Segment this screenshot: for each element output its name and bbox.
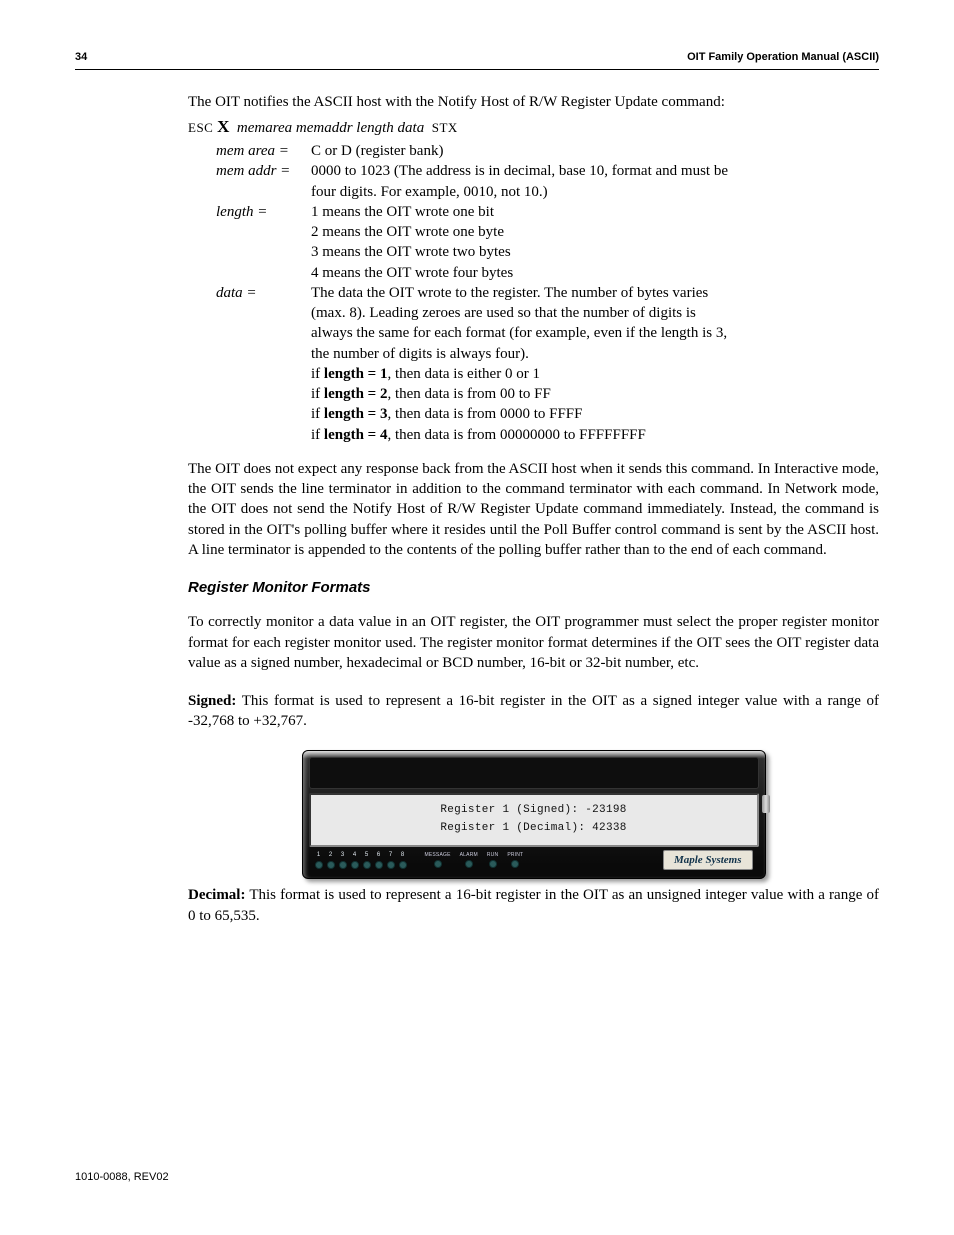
key-col: 8 [399, 851, 407, 868]
decimal-text: This format is used to represent a 16-bi… [188, 887, 879, 923]
key-col: 6 [375, 851, 383, 868]
status-label: PRINT [507, 852, 523, 859]
page-number: 34 [75, 50, 87, 65]
screen-line-2: Register 1 (Decimal): 42338 [319, 819, 749, 838]
led-icon [465, 860, 473, 868]
esc-token: ESC [188, 120, 213, 135]
def-line: (max. 8). Leading zeroes are used so tha… [311, 303, 879, 323]
def-line: always the same for each format (for exa… [311, 323, 879, 343]
def-length-line: if length = 1, then data is either 0 or … [311, 364, 879, 384]
page: 34 OIT Family Operation Manual (ASCII) T… [0, 0, 954, 1235]
def-line: The data the OIT wrote to the register. … [311, 283, 879, 303]
def-length-line: if length = 4, then data is from 0000000… [311, 425, 879, 445]
brand-badge: Maple Systems [663, 850, 753, 871]
def-length-line: if length = 2, then data is from 00 to F… [311, 384, 879, 404]
key-col: 4 [351, 851, 359, 868]
status-col: RUN [487, 852, 498, 868]
def-length-line: if length = 3, then data is from 0000 to… [311, 404, 879, 424]
def-memarea: mem area = C or D (register bank) [216, 141, 879, 161]
def-memaddr: mem addr = 0000 to 1023 (The address is … [216, 161, 879, 202]
signed-paragraph: Signed: This format is used to represent… [188, 691, 879, 732]
signed-label: Signed: [188, 693, 236, 709]
status-col: ALARM [460, 852, 478, 868]
led-icon [327, 861, 335, 869]
stx-token: STX [432, 120, 458, 135]
status-leds-group: MESSAGE ALARM RUN PRINT [425, 852, 524, 868]
def-line: 4 means the OIT wrote four bytes [311, 263, 879, 283]
key-col: 2 [327, 851, 335, 868]
section-heading: Register Monitor Formats [188, 578, 879, 598]
key-num: 6 [377, 851, 380, 859]
oit-device: Register 1 (Signed): -23198 Register 1 (… [302, 750, 766, 880]
key-num: 3 [341, 851, 344, 859]
cmd-args: memarea memaddr length data [237, 120, 424, 136]
def-line: 2 means the OIT wrote one byte [311, 222, 879, 242]
def-body: C or D (register bank) [311, 141, 879, 161]
intro-paragraph: The OIT notifies the ASCII host with the… [188, 92, 879, 112]
def-line: 1 means the OIT wrote one bit [311, 202, 879, 222]
def-label: length = [216, 202, 311, 222]
def-body: 0000 to 1023 (The address is in decimal,… [311, 161, 879, 202]
led-icon [363, 861, 371, 869]
command-syntax: ESC X memarea memaddr length data STX [188, 116, 879, 139]
decimal-paragraph: Decimal: This format is used to represen… [188, 885, 879, 926]
device-clip [762, 795, 770, 813]
defs-list: mem area = C or D (register bank) mem ad… [216, 141, 879, 445]
device-bottom-panel: 1 2 3 4 5 6 7 8 MESSAGE ALARM RUN PRINT … [309, 847, 759, 873]
manual-title: OIT Family Operation Manual (ASCII) [687, 50, 879, 65]
paragraph-3: To correctly monitor a data value in an … [188, 612, 879, 673]
key-num: 2 [329, 851, 332, 859]
def-body: 1 means the OIT wrote one bit 2 means th… [311, 202, 879, 283]
def-line: 0000 to 1023 (The address is in decimal,… [311, 161, 879, 181]
status-label: ALARM [460, 852, 478, 859]
len-rest: , then data is from 00 to FF [387, 386, 550, 402]
led-icon [351, 861, 359, 869]
key-col: 3 [339, 851, 347, 868]
led-icon [511, 860, 519, 868]
device-screen: Register 1 (Signed): -23198 Register 1 (… [309, 793, 759, 847]
len-rest: , then data is from 0000 to FFFF [387, 406, 582, 422]
def-line: C or D (register bank) [311, 141, 879, 161]
def-body: The data the OIT wrote to the register. … [311, 283, 879, 445]
def-line: 3 means the OIT wrote two bytes [311, 242, 879, 262]
key-num: 4 [353, 851, 356, 859]
key-num: 7 [389, 851, 392, 859]
key-num: 5 [365, 851, 368, 859]
decimal-label: Decimal: [188, 887, 245, 903]
status-label: MESSAGE [425, 852, 451, 859]
status-col: MESSAGE [425, 852, 451, 868]
signed-text: This format is used to represent a 16-bi… [188, 693, 879, 729]
page-footer: 1010-0088, REV02 [75, 1170, 169, 1185]
page-header: 34 OIT Family Operation Manual (ASCII) [75, 50, 879, 70]
led-icon [434, 860, 442, 868]
len-rest: , then data is from 00000000 to FFFFFFFF [387, 427, 645, 443]
def-label: mem area = [216, 141, 311, 161]
led-icon [399, 861, 407, 869]
len-rest: , then data is either 0 or 1 [387, 366, 539, 382]
led-icon [387, 861, 395, 869]
def-line: four digits. For example, 0010, not 10.) [311, 182, 879, 202]
content-area: The OIT notifies the ASCII host with the… [188, 92, 879, 926]
led-icon [339, 861, 347, 869]
led-icon [375, 861, 383, 869]
led-icon [489, 860, 497, 868]
key-col: 7 [387, 851, 395, 868]
def-length: length = 1 means the OIT wrote one bit 2… [216, 202, 879, 283]
key-col: 5 [363, 851, 371, 868]
def-data: data = The data the OIT wrote to the reg… [216, 283, 879, 445]
status-col: PRINT [507, 852, 523, 868]
key-num: 1 [317, 851, 320, 859]
numeric-keys-group: 1 2 3 4 5 6 7 8 [315, 851, 407, 868]
led-icon [315, 861, 323, 869]
status-label: RUN [487, 852, 498, 859]
key-col: 1 [315, 851, 323, 868]
def-label: mem addr = [216, 161, 311, 181]
def-line: the number of digits is always four). [311, 344, 879, 364]
def-label: data = [216, 283, 311, 303]
key-num: 8 [401, 851, 404, 859]
paragraph-2: The OIT does not expect any response bac… [188, 459, 879, 560]
screen-line-1: Register 1 (Signed): -23198 [319, 801, 749, 820]
x-token: X [217, 117, 229, 136]
device-top-bezel [309, 757, 759, 789]
